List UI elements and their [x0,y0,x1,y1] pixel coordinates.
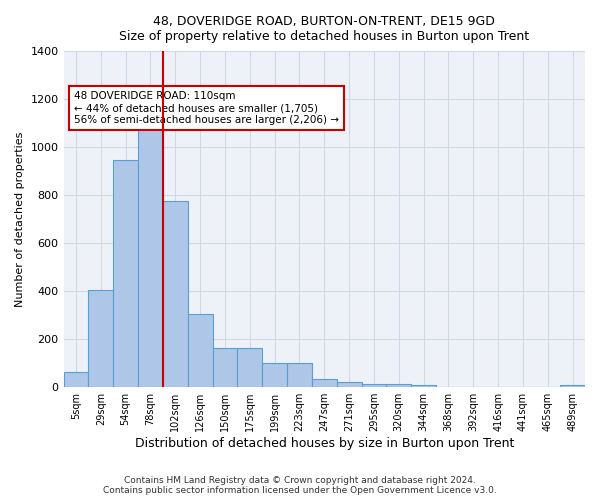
Bar [560,386,585,387]
Text: 48 DOVERIDGE ROAD: 110sqm
← 44% of detached houses are smaller (1,705)
56% of se: 48 DOVERIDGE ROAD: 110sqm ← 44% of detac… [74,92,339,124]
Bar [88,290,113,387]
Y-axis label: Number of detached properties: Number of detached properties [15,132,25,307]
Bar [212,348,238,387]
Bar [188,314,212,387]
Bar [312,379,337,387]
Title: 48, DOVERIDGE ROAD, BURTON-ON-TRENT, DE15 9GD
Size of property relative to detac: 48, DOVERIDGE ROAD, BURTON-ON-TRENT, DE1… [119,15,529,43]
Bar [113,160,138,387]
Bar [287,363,312,387]
Bar [337,382,362,387]
Bar [64,372,88,387]
Bar [238,348,262,387]
Bar [262,363,287,387]
Bar [362,384,386,387]
X-axis label: Distribution of detached houses by size in Burton upon Trent: Distribution of detached houses by size … [134,437,514,450]
Bar [163,201,188,387]
Bar [386,384,411,387]
Bar [138,123,163,387]
Text: Contains HM Land Registry data © Crown copyright and database right 2024.
Contai: Contains HM Land Registry data © Crown c… [103,476,497,495]
Bar [411,386,436,387]
